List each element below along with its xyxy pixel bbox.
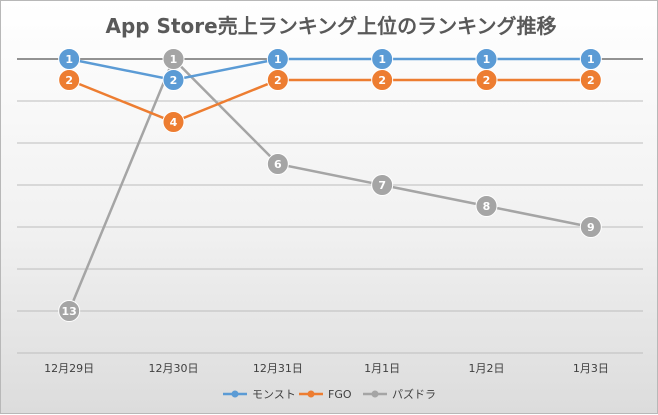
- legend-item: モンスト: [223, 388, 296, 401]
- data-point: [162, 111, 185, 133]
- x-tick-label: 12月30日: [149, 362, 199, 375]
- x-tick-label: 1月2日: [469, 362, 505, 375]
- legend-item: パズドラ: [363, 387, 436, 401]
- data-label: 2: [274, 74, 282, 87]
- data-label: 2: [378, 74, 386, 87]
- legend-label: FGO: [328, 388, 352, 401]
- legend-label: パズドラ: [392, 387, 436, 401]
- legend-item: FGO: [299, 388, 352, 401]
- data-label: 4: [170, 116, 178, 129]
- data-point: [58, 48, 81, 70]
- data-label: 1: [65, 53, 73, 66]
- data-point: [475, 48, 498, 70]
- data-label: 1: [587, 53, 595, 66]
- data-point: [371, 174, 394, 196]
- legend-marker: [231, 390, 239, 398]
- series-モンスト: 1 2 1 1 1 1: [58, 48, 602, 91]
- series-line: [68, 78, 591, 124]
- data-point: [371, 48, 394, 70]
- data-point: [475, 195, 498, 217]
- x-tick-label: 1月3日: [573, 362, 609, 375]
- series-パズドラ: 13 1 6 7 8 9: [58, 48, 602, 322]
- series-line: [68, 57, 591, 82]
- x-tick-label: 12月31日: [253, 362, 303, 375]
- x-tick-label: 1月1日: [364, 362, 400, 375]
- legend-label: モンスト: [252, 388, 296, 401]
- data-label: 2: [170, 74, 178, 87]
- data-label: 6: [274, 158, 282, 171]
- data-point: [162, 69, 185, 91]
- series-layer: 13 1 6 7 8 9 2 4 2 2 2 2 1 2 1 1 1 1: [58, 48, 602, 322]
- data-point: [579, 48, 602, 70]
- legend: モンスト FGO パズドラ: [223, 387, 436, 401]
- series-line: [68, 56, 592, 312]
- data-label: 2: [483, 74, 491, 87]
- data-label: 7: [378, 179, 386, 192]
- chart-title: App Store売上ランキング上位のランキング推移: [105, 14, 556, 38]
- x-tick-label: 12月29日: [44, 362, 94, 375]
- data-point: [266, 153, 289, 175]
- data-label: 2: [65, 74, 73, 87]
- data-label: 9: [587, 221, 595, 234]
- legend-marker: [307, 390, 315, 398]
- data-point: [266, 48, 289, 70]
- series-FGO: 2 4 2 2 2 2: [58, 69, 602, 133]
- data-label: 1: [483, 53, 491, 66]
- data-label: 8: [483, 200, 491, 213]
- data-point: [579, 216, 602, 238]
- data-label: 2: [587, 74, 595, 87]
- data-label: 1: [170, 53, 178, 66]
- gridlines: [17, 58, 643, 354]
- data-label: 13: [62, 305, 77, 318]
- legend-marker: [371, 390, 379, 398]
- x-axis-tick-labels: 12月29日 12月30日 12月31日 1月1日 1月2日 1月3日: [44, 362, 609, 375]
- data-label: 1: [274, 53, 282, 66]
- data-label: 1: [378, 53, 386, 66]
- data-point: [58, 300, 81, 322]
